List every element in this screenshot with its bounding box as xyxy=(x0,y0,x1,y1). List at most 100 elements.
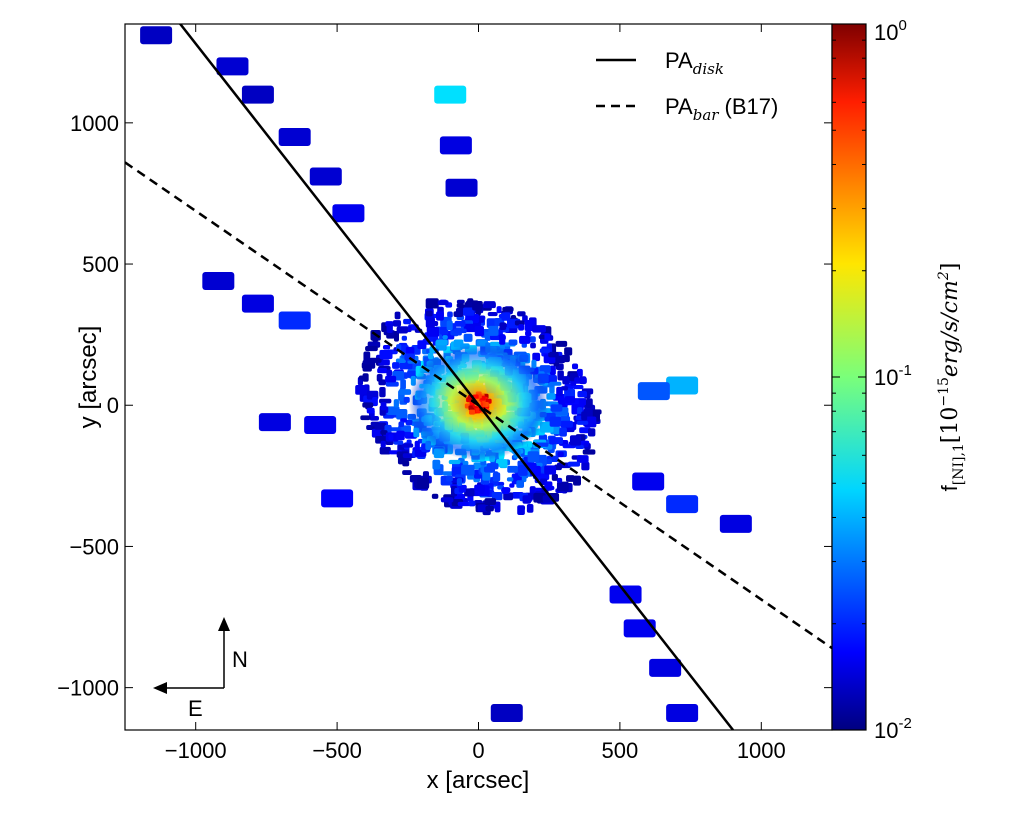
cloud-point xyxy=(546,393,556,400)
cloud-point xyxy=(564,347,573,356)
legend-label-bar-sub: bar xyxy=(693,106,720,124)
compass-east-arrowhead xyxy=(153,682,167,694)
cloud-point xyxy=(393,330,399,342)
cluster-point xyxy=(258,413,291,432)
cloud-point xyxy=(422,471,430,479)
plot-area: −1000 −500 0 500 1000 −1000 −500 0 500 1000 xyxy=(57,23,833,763)
colorbar-tick-base: 10 xyxy=(874,365,898,390)
pa-disk-line xyxy=(178,24,735,730)
cloud-point xyxy=(525,330,532,337)
cloud-point xyxy=(549,365,556,376)
cloud-point xyxy=(482,471,491,481)
y-tick-label: 500 xyxy=(82,252,119,277)
cloud-point xyxy=(392,320,402,327)
cloud-point xyxy=(532,352,541,362)
cloud-point xyxy=(417,477,430,489)
cloud-point xyxy=(402,460,410,467)
cloud-point xyxy=(362,373,369,382)
cloud-point xyxy=(484,498,497,506)
cloud-point xyxy=(495,459,508,467)
cloud-point xyxy=(501,487,510,494)
cloud-point xyxy=(362,402,374,408)
cloud-point xyxy=(463,333,473,342)
cloud-point xyxy=(544,333,551,341)
cloud-point xyxy=(458,487,466,493)
colorbar-tick-label: 100 xyxy=(874,17,907,45)
cloud-point xyxy=(587,428,596,437)
cloud-point xyxy=(509,483,515,488)
cluster-point xyxy=(434,85,467,104)
legend-label-bar-main: PA xyxy=(665,94,693,119)
cluster-point xyxy=(321,489,354,508)
cloud-point xyxy=(544,465,557,475)
x-tick-label: 500 xyxy=(602,738,639,763)
cloud-point xyxy=(483,466,496,473)
cloud-point xyxy=(425,298,439,309)
cloud-point xyxy=(533,492,546,503)
cloud-point xyxy=(518,324,525,331)
lines-layer xyxy=(125,24,832,730)
cloud-point xyxy=(360,415,371,421)
compass-east-label: E xyxy=(188,696,203,721)
cloud-point xyxy=(372,396,378,407)
cloud-point xyxy=(446,475,453,482)
cloud-point xyxy=(552,437,564,445)
cloud-point xyxy=(403,396,410,403)
cloud-point xyxy=(374,422,387,430)
cloud-point xyxy=(456,303,464,308)
cloud-point xyxy=(526,504,534,513)
cloud-point xyxy=(397,454,404,465)
cluster-point xyxy=(309,167,342,186)
cloud-point xyxy=(398,421,405,428)
cloud-point xyxy=(529,486,536,494)
cloud-point xyxy=(437,300,449,306)
cloud-point xyxy=(577,390,588,398)
cloud-point xyxy=(472,300,483,311)
cloud-point xyxy=(549,416,562,427)
cloud-point xyxy=(396,326,408,334)
cloud-point xyxy=(463,323,477,333)
cloud-point xyxy=(579,427,591,434)
cluster-point xyxy=(202,271,235,290)
cloud-point xyxy=(479,484,485,495)
cloud-point xyxy=(549,436,555,445)
cloud-point xyxy=(401,335,408,341)
cloud-point xyxy=(581,461,590,471)
colorbar-tick-base: 10 xyxy=(874,718,898,743)
cloud-point xyxy=(566,475,575,482)
cloud-point xyxy=(463,307,475,316)
cloud-point xyxy=(501,312,511,321)
cluster-point xyxy=(445,178,478,197)
x-tick-label: −500 xyxy=(312,738,362,763)
cloud-point xyxy=(564,396,575,404)
cloud-point xyxy=(425,310,433,317)
y-tick-label: 1000 xyxy=(70,111,119,136)
colorbar-tick-exp: -1 xyxy=(898,362,911,379)
cloud-point xyxy=(386,369,393,377)
cloud-point xyxy=(499,322,507,330)
cloud-point xyxy=(519,335,531,344)
cloud-point xyxy=(456,478,463,486)
cloud-point xyxy=(507,465,519,473)
cloud-point xyxy=(488,325,499,336)
cloud-point xyxy=(485,505,494,512)
cloud-point xyxy=(530,342,536,349)
cloud-point xyxy=(380,402,387,411)
cluster-point xyxy=(140,26,173,45)
cloud-point xyxy=(435,339,448,346)
cloud-point xyxy=(555,340,568,347)
cloud-point xyxy=(382,344,391,350)
cloud-point xyxy=(492,472,501,482)
compass-north-label: N xyxy=(232,647,248,672)
cluster-point xyxy=(278,311,311,330)
cloud-point xyxy=(483,301,496,308)
cloud-point xyxy=(468,500,476,507)
cloud-point xyxy=(549,381,562,386)
x-tick-label: 1000 xyxy=(737,738,786,763)
cloud-point xyxy=(392,362,400,369)
cloud-point xyxy=(447,311,453,318)
cluster-point xyxy=(439,136,472,155)
